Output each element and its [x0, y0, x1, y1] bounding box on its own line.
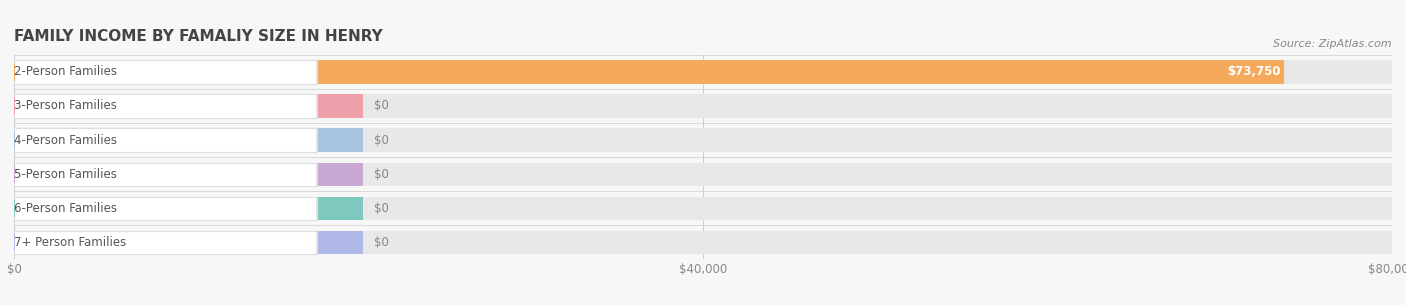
- FancyBboxPatch shape: [14, 60, 1284, 84]
- FancyBboxPatch shape: [14, 163, 318, 186]
- FancyBboxPatch shape: [14, 128, 318, 152]
- FancyBboxPatch shape: [14, 197, 1392, 220]
- FancyBboxPatch shape: [14, 197, 363, 220]
- Text: $0: $0: [374, 99, 388, 113]
- Text: $0: $0: [374, 134, 388, 146]
- Text: 3-Person Families: 3-Person Families: [14, 99, 117, 113]
- Text: $0: $0: [374, 202, 388, 215]
- FancyBboxPatch shape: [14, 95, 1392, 117]
- FancyBboxPatch shape: [14, 128, 1392, 152]
- FancyBboxPatch shape: [14, 231, 1392, 254]
- Text: 2-Person Families: 2-Person Families: [14, 66, 117, 78]
- Text: $73,750: $73,750: [1226, 66, 1279, 78]
- FancyBboxPatch shape: [14, 128, 363, 152]
- Text: 7+ Person Families: 7+ Person Families: [14, 236, 127, 249]
- FancyBboxPatch shape: [14, 231, 363, 254]
- FancyBboxPatch shape: [14, 163, 1392, 186]
- Text: $0: $0: [374, 236, 388, 249]
- Text: Source: ZipAtlas.com: Source: ZipAtlas.com: [1274, 38, 1392, 48]
- Text: 6-Person Families: 6-Person Families: [14, 202, 117, 215]
- Text: 5-Person Families: 5-Person Families: [14, 168, 117, 181]
- FancyBboxPatch shape: [14, 95, 318, 117]
- FancyBboxPatch shape: [14, 231, 318, 254]
- FancyBboxPatch shape: [14, 60, 1392, 84]
- FancyBboxPatch shape: [14, 197, 318, 220]
- FancyBboxPatch shape: [14, 95, 363, 117]
- Text: FAMILY INCOME BY FAMALIY SIZE IN HENRY: FAMILY INCOME BY FAMALIY SIZE IN HENRY: [14, 29, 382, 44]
- FancyBboxPatch shape: [14, 60, 318, 84]
- Text: 4-Person Families: 4-Person Families: [14, 134, 117, 146]
- Text: $0: $0: [374, 168, 388, 181]
- FancyBboxPatch shape: [14, 163, 363, 186]
